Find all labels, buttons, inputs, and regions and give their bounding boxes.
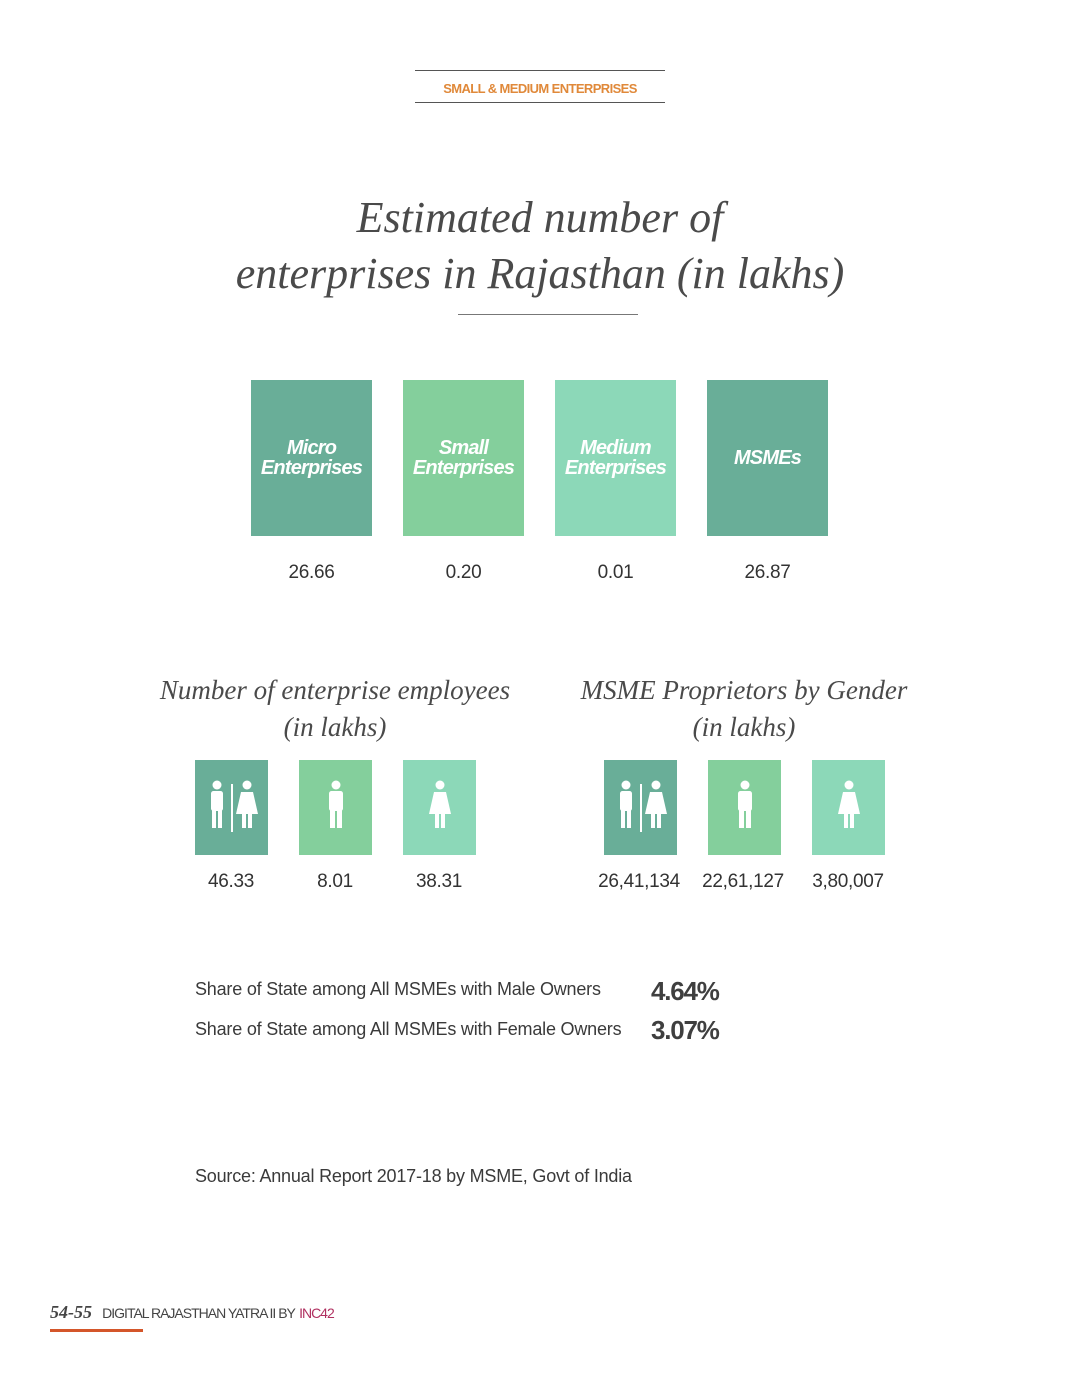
micro-enterprises-value: 26.66 — [288, 562, 335, 583]
male-female-icon — [619, 780, 667, 832]
employees-total-box — [195, 760, 268, 855]
employees-female-value: 38.31 — [415, 871, 463, 892]
female-icon — [428, 780, 451, 828]
section-bottom-rule — [415, 102, 665, 103]
section-title: SMALL & MEDIUM ENTERPRISES — [443, 81, 637, 96]
micro-label-2: Enterprises — [260, 457, 363, 479]
share-male-value: 4.64% — [651, 976, 720, 1006]
employees-title: Number of enterprise employees (in lakhs… — [135, 672, 535, 746]
employees-title-line1: Number of enterprise employees — [159, 675, 511, 705]
employees-title-line2: (in lakhs) — [283, 712, 387, 742]
proprietors-title: MSME Proprietors by Gender (in lakhs) — [544, 672, 944, 746]
male-female-icon — [210, 780, 258, 832]
micro-enterprises-box: Micro Enterprises — [251, 380, 372, 536]
proprietors-total-value: 26,41,134 — [598, 871, 680, 892]
section-top-rule — [415, 70, 665, 71]
msmes-label: MSMEs — [733, 447, 802, 469]
medium-enterprises-value: 0.01 — [597, 562, 634, 583]
small-enterprises-value: 0.20 — [445, 562, 482, 583]
proprietors-female-value: 3,80,007 — [812, 871, 884, 892]
employees-male-box — [299, 760, 372, 855]
employees-total-value: 46.33 — [207, 871, 255, 892]
page-footer: 54-55 DIGITAL RAJASTHAN YATRA II BY INC4… — [50, 1302, 335, 1323]
male-icon — [737, 780, 752, 828]
employees-female-box — [403, 760, 476, 855]
footer-text: DIGITAL RAJASTHAN YATRA II BY — [102, 1305, 296, 1321]
male-icon — [328, 780, 343, 828]
employees-male-value: 8.01 — [317, 871, 353, 892]
proprietors-title-line2: (in lakhs) — [692, 712, 796, 742]
small-label-2: Enterprises — [412, 457, 515, 479]
footer-brand: INC42 — [299, 1305, 335, 1321]
page-numbers: 54-55 — [50, 1302, 92, 1322]
page-title: Estimated number of enterprises in Rajas… — [140, 190, 940, 302]
proprietors-male-value: 22,61,127 — [702, 871, 784, 892]
medium-enterprises-box: Medium Enterprises — [555, 380, 676, 536]
micro-label-1: Micro — [286, 437, 337, 459]
medium-label-2: Enterprises — [564, 457, 667, 479]
footer-rule — [50, 1329, 143, 1332]
share-male-label: Share of State among All MSMEs with Male… — [195, 979, 601, 999]
share-female-label: Share of State among All MSMEs with Fema… — [195, 1019, 622, 1039]
source-note: Source: Annual Report 2017-18 by MSME, G… — [195, 1166, 632, 1186]
small-label-1: Small — [438, 437, 489, 459]
msmes-value: 26.87 — [744, 562, 791, 583]
msmes-box: MSMEs — [707, 380, 828, 536]
proprietors-female-box — [812, 760, 885, 855]
medium-label-1: Medium — [580, 437, 652, 459]
proprietors-title-line1: MSME Proprietors by Gender — [580, 675, 908, 705]
proprietors-total-box — [604, 760, 677, 855]
page-title-line2: enterprises in Rajasthan (in lakhs) — [235, 249, 845, 298]
page-title-line1: Estimated number of — [356, 193, 724, 242]
female-icon — [837, 780, 860, 828]
share-female-value: 3.07% — [651, 1015, 720, 1045]
title-rule — [458, 314, 638, 315]
small-enterprises-box: Small Enterprises — [403, 380, 524, 536]
proprietors-male-box — [708, 760, 781, 855]
